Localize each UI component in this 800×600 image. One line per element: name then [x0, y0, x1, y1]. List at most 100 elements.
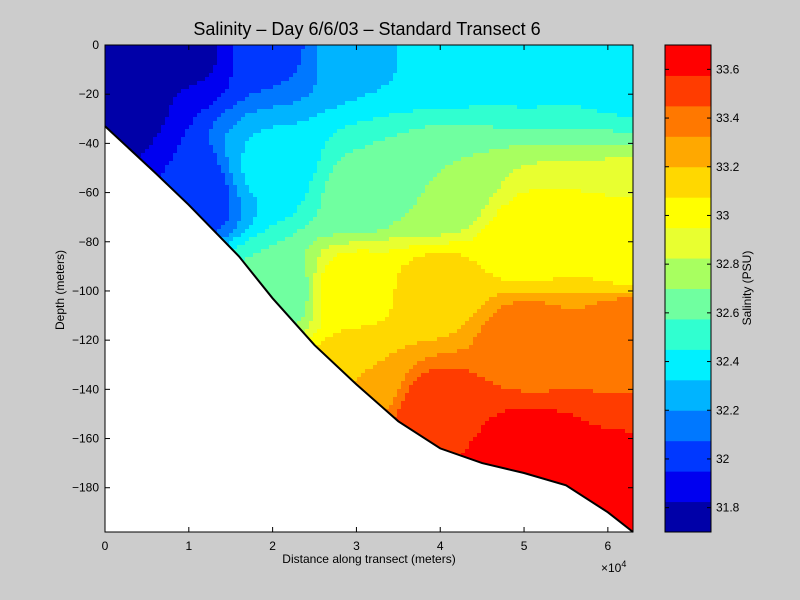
contour-cell: [233, 53, 238, 58]
contour-cell: [117, 45, 122, 50]
contour-cell: [229, 241, 234, 246]
contour-cell: [253, 77, 258, 82]
contour-cell: [169, 121, 174, 126]
contour-cell: [249, 141, 254, 146]
contour-cell: [261, 185, 266, 190]
contour-cell: [253, 181, 258, 186]
contour-cell: [257, 181, 262, 186]
contour-cell: [221, 201, 226, 206]
contour-cell: [245, 205, 250, 210]
contour-cell: [121, 89, 126, 94]
contour-cell: [173, 129, 178, 134]
contour-cell: [117, 109, 122, 114]
contour-cell: [201, 209, 206, 214]
contour-cell: [173, 149, 178, 154]
contour-cell: [237, 109, 242, 114]
contour-cell: [145, 157, 150, 162]
contour-cell: [145, 105, 150, 110]
contour-cell: [117, 113, 122, 118]
contour-cell: [161, 145, 166, 150]
contour-cell: [253, 213, 258, 218]
contour-cell: [173, 181, 178, 186]
contour-cell: [233, 217, 238, 222]
contour-cell: [257, 265, 262, 270]
contour-cell: [261, 261, 266, 266]
contour-cell: [201, 73, 206, 78]
contour-cell: [181, 105, 186, 110]
contour-cell: [233, 161, 238, 166]
contour-cell: [221, 65, 226, 70]
contour-cell: [169, 101, 174, 106]
contour-cell: [177, 129, 182, 134]
contour-cell: [189, 181, 194, 186]
contour-cell: [241, 145, 246, 150]
contour-cell: [205, 73, 210, 78]
contour-cell: [105, 121, 110, 126]
contour-cell: [193, 169, 198, 174]
contour-cell: [213, 73, 218, 78]
contour-cell: [129, 105, 134, 110]
contour-cell: [217, 133, 222, 138]
contour-cell: [189, 141, 194, 146]
contour-cell: [153, 113, 158, 118]
contour-cell: [229, 133, 234, 138]
contour-cell: [249, 137, 254, 142]
contour-cell: [197, 89, 202, 94]
contour-cell: [233, 165, 238, 170]
contour-cell: [221, 185, 226, 190]
contour-cell: [213, 121, 218, 126]
contour-cell: [249, 209, 254, 214]
contour-cell: [189, 201, 194, 206]
contour-cell: [213, 77, 218, 82]
contour-cell: [257, 269, 262, 274]
contour-cell: [161, 109, 166, 114]
contour-cell: [241, 245, 246, 250]
contour-cell: [157, 93, 162, 98]
contour-cell: [177, 149, 182, 154]
contour-cell: [221, 109, 226, 114]
contour-cell: [213, 93, 218, 98]
contour-cell: [197, 137, 202, 142]
contour-cell: [245, 241, 250, 246]
contour-cell: [149, 45, 154, 50]
contour-cell: [257, 133, 262, 138]
contour-cell: [221, 145, 226, 150]
contour-cell: [265, 149, 270, 154]
contour-cell: [241, 89, 246, 94]
contour-cell: [245, 173, 250, 178]
contour-cell: [233, 233, 238, 238]
contour-cell: [241, 233, 246, 238]
contour-cell: [261, 117, 266, 122]
contour-cell: [121, 61, 126, 66]
contour-cell: [137, 89, 142, 94]
contour-cell: [253, 233, 258, 238]
contour-cell: [177, 45, 182, 50]
contour-cell: [193, 133, 198, 138]
contour-cell: [229, 53, 234, 58]
contour-cell: [177, 153, 182, 158]
contour-cell: [237, 137, 242, 142]
contour-cell: [205, 53, 210, 58]
contour-cell: [125, 77, 130, 82]
contour-cell: [229, 221, 234, 226]
contour-cell: [221, 101, 226, 106]
contour-cell: [233, 193, 238, 198]
contour-cell: [253, 245, 258, 250]
contour-cell: [241, 65, 246, 70]
contour-cell: [209, 169, 214, 174]
contour-cell: [133, 121, 138, 126]
contour-cell: [265, 109, 270, 114]
contour-cell: [169, 45, 174, 50]
contour-cell: [133, 45, 138, 50]
contour-cell: [141, 85, 146, 90]
contour-cell: [217, 197, 222, 202]
contour-cell: [217, 121, 222, 126]
contour-cell: [265, 257, 270, 262]
contour-cell: [241, 253, 246, 258]
contour-cell: [113, 93, 118, 98]
contour-cell: [261, 61, 266, 66]
contour-cell: [129, 61, 134, 66]
contour-cell: [109, 113, 114, 118]
contour-cell: [245, 121, 250, 126]
contour-cell: [133, 61, 138, 66]
